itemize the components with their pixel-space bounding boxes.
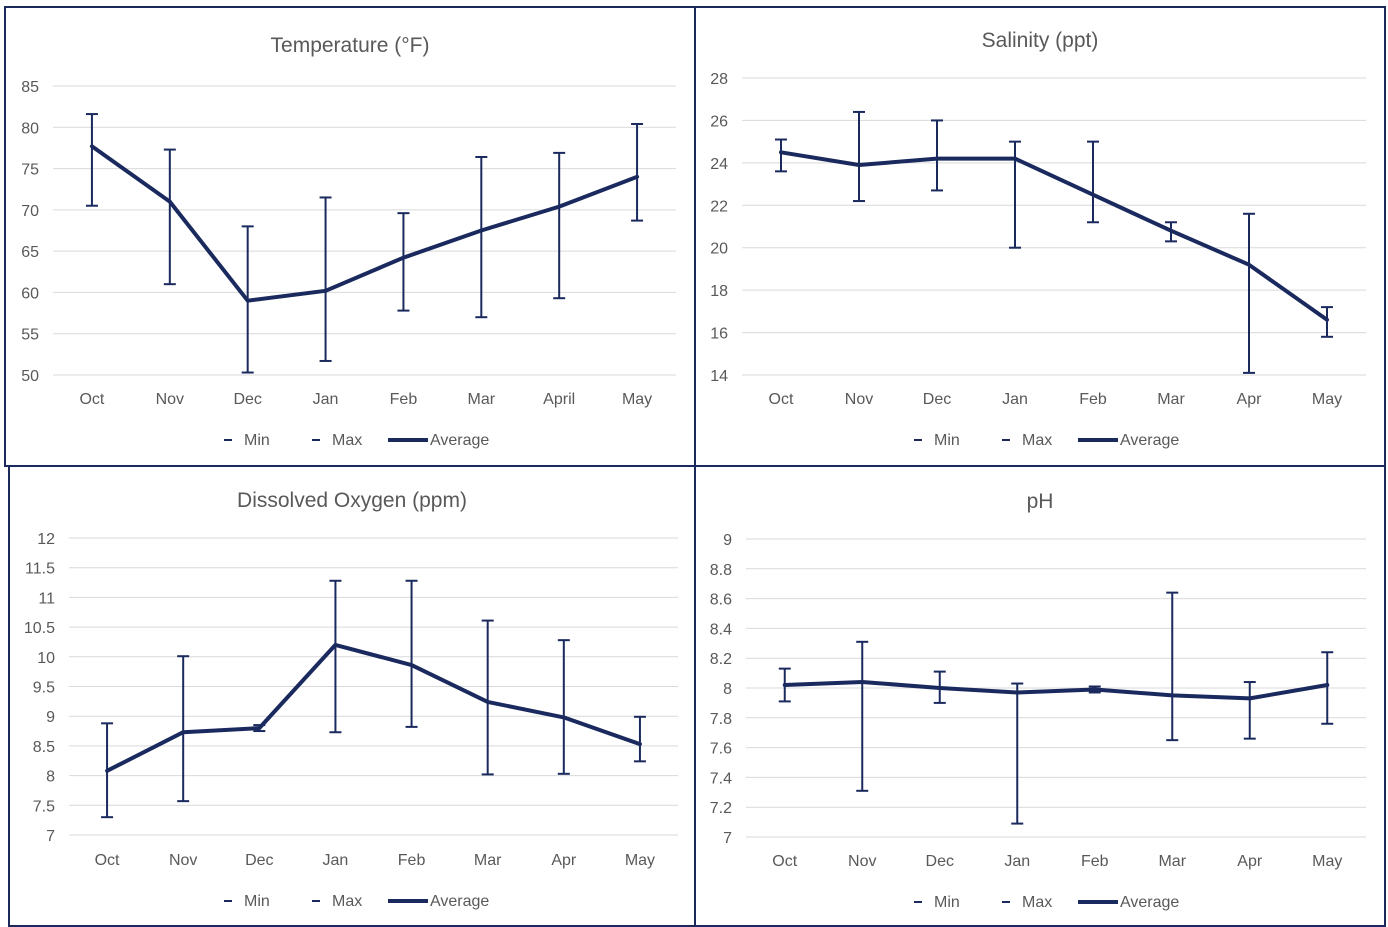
y-tick-label: 26 [710, 113, 728, 130]
y-tick-label: 50 [21, 368, 39, 385]
x-tick-label: May [622, 391, 652, 408]
y-tick-label: 8.4 [710, 621, 732, 638]
x-tick-label: Oct [95, 852, 120, 869]
temperature-chart-svg: Temperature (°F) 50 55 60 65 70 75 80 85 Oct Nov De… [21, 34, 676, 449]
x-tick-label: Jan [323, 852, 349, 869]
x-tick-label: May [1312, 391, 1342, 408]
y-tick-label: 75 [21, 162, 39, 179]
x-tick-label: Feb [1081, 853, 1109, 870]
y-tick-label: 7 [723, 830, 732, 847]
x-tick-label: Nov [845, 391, 873, 408]
legend-max-label: Max [332, 432, 362, 449]
legend-min-label: Min [934, 432, 960, 449]
x-tick-label: Dec [923, 391, 951, 408]
y-tick-label: 8.6 [710, 592, 732, 609]
y-tick-label: 7.2 [710, 800, 732, 817]
x-tick-label: Jan [313, 391, 339, 408]
legend-min-label: Min [934, 894, 960, 911]
y-tick-label: 22 [710, 198, 728, 215]
legend-average-label: Average [1120, 432, 1179, 449]
y-tick-label: 9 [46, 709, 55, 726]
y-tick-label: 8.8 [710, 562, 732, 579]
y-tick-label: 80 [21, 120, 39, 137]
dissolved-oxygen-chart: Dissolved Oxygen (ppm) 7 7.5 8 8.5 9 9.5 10 10.5… [8, 465, 696, 927]
y-tick-label: 7 [46, 828, 55, 845]
dissolved-oxygen-chart-svg: Dissolved Oxygen (ppm) 7 7.5 8 8.5 9 9.5 10 10.5… [24, 489, 678, 910]
x-tick-label: Oct [79, 391, 104, 408]
x-tick-label: Mar [474, 852, 502, 869]
chart-title: Dissolved Oxygen (ppm) [237, 489, 467, 512]
y-tick-label: 16 [710, 326, 728, 343]
x-tick-label: Mar [1158, 853, 1186, 870]
temperature-chart: Temperature (°F) 50 55 60 65 70 75 80 85 Oct Nov De… [4, 6, 696, 467]
y-tick-label: 85 [21, 79, 39, 96]
y-tick-label: 7.6 [710, 741, 732, 758]
legend-max-label: Max [332, 893, 362, 910]
x-tick-label: Apr [1237, 391, 1263, 408]
y-tick-label: 10 [37, 650, 55, 667]
salinity-chart: Salinity (ppt) 14 16 18 20 22 24 26 28 Oct Nov Dec J… [694, 6, 1386, 467]
x-tick-label: Jan [1002, 391, 1028, 408]
y-tick-label: 9 [723, 532, 732, 549]
x-tick-label: Dec [926, 853, 954, 870]
x-tick-label: Feb [390, 391, 418, 408]
chart-title: Temperature (°F) [271, 34, 430, 57]
y-tick-label: 14 [710, 368, 728, 385]
legend-max-label: Max [1022, 894, 1052, 911]
chart-title: pH [1027, 490, 1054, 513]
x-tick-label: Nov [848, 853, 876, 870]
x-tick-label: May [1312, 853, 1342, 870]
legend-min-label: Min [244, 893, 270, 910]
average-line [89, 144, 640, 303]
legend-average-label: Average [1120, 894, 1179, 911]
x-tick-label: May [625, 852, 655, 869]
y-tick-label: 70 [21, 203, 39, 220]
legend-max-label: Max [1022, 432, 1052, 449]
average-line [782, 680, 1330, 701]
x-tick-label: Mar [1157, 391, 1185, 408]
x-tick-label: April [543, 391, 575, 408]
ph-chart: pH 7 7.2 7.4 7.6 7.8 8 8.2 8.4 8.6 8.8 9 Oct Nov Dec Ja… [694, 465, 1386, 927]
y-tick-label: 7.5 [33, 798, 55, 815]
legend-average-label: Average [430, 893, 489, 910]
y-tick-label: 12 [37, 531, 55, 548]
y-tick-label: 65 [21, 244, 39, 261]
y-tick-label: 8 [46, 769, 55, 786]
y-tick-label: 18 [710, 283, 728, 300]
y-tick-label: 11 [38, 590, 55, 607]
y-tick-label: 7.8 [710, 711, 732, 728]
x-tick-label: Dec [233, 391, 261, 408]
x-tick-label: Apr [551, 852, 577, 869]
y-tick-label: 24 [710, 156, 728, 173]
y-tick-label: 11.5 [25, 561, 55, 578]
y-tick-label: 20 [710, 241, 728, 258]
x-tick-label: Nov [169, 852, 197, 869]
x-tick-label: Feb [398, 852, 426, 869]
average-line [105, 642, 642, 773]
x-tick-label: Feb [1079, 391, 1107, 408]
x-tick-label: Jan [1004, 853, 1030, 870]
y-tick-label: 55 [21, 327, 39, 344]
salinity-chart-svg: Salinity (ppt) 14 16 18 20 22 24 26 28 Oct Nov Dec J… [710, 29, 1366, 449]
average-line [779, 150, 1329, 322]
x-tick-label: Mar [468, 391, 496, 408]
x-tick-label: Apr [1237, 853, 1263, 870]
y-tick-label: 9.5 [33, 680, 55, 697]
x-tick-label: Nov [156, 391, 184, 408]
legend-average-label: Average [430, 432, 489, 449]
y-tick-label: 60 [21, 285, 39, 302]
legend-min-label: Min [244, 432, 270, 449]
y-tick-label: 28 [710, 71, 728, 88]
x-tick-label: Dec [245, 852, 273, 869]
ph-chart-svg: pH 7 7.2 7.4 7.6 7.8 8 8.2 8.4 8.6 8.8 9 Oct Nov Dec Ja… [710, 490, 1366, 911]
y-tick-label: 8.2 [710, 651, 732, 668]
chart-title: Salinity (ppt) [982, 29, 1099, 52]
x-tick-label: Oct [772, 853, 797, 870]
y-tick-label: 8 [723, 681, 732, 698]
y-tick-label: 7.4 [710, 770, 732, 787]
x-tick-label: Oct [769, 391, 794, 408]
y-tick-label: 10.5 [24, 620, 55, 637]
y-tick-label: 8.5 [33, 739, 55, 756]
